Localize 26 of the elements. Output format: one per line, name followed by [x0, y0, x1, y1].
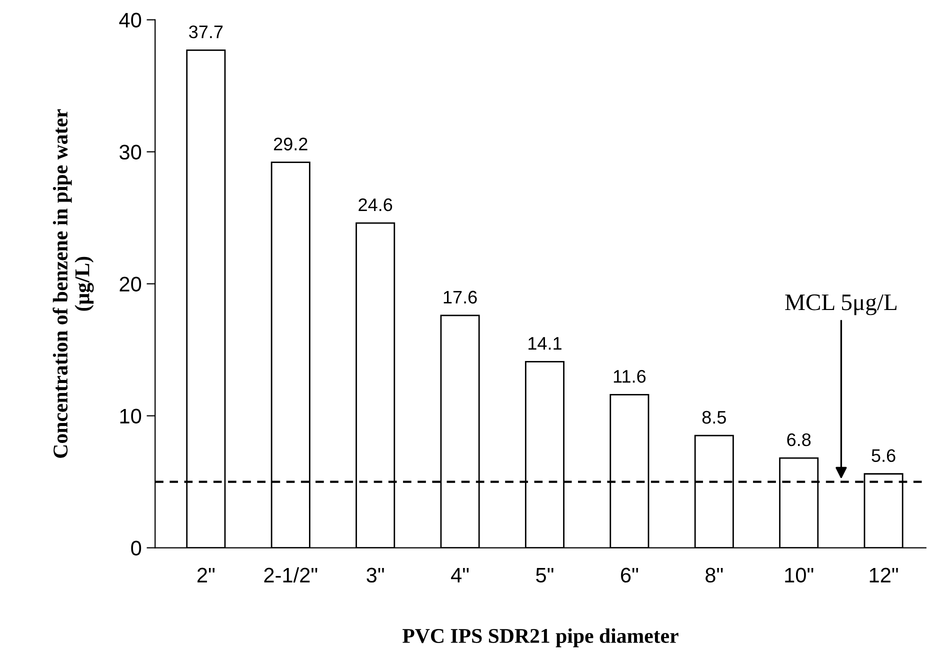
y-tick-label: 40 — [119, 12, 142, 28]
x-tick-label: 6" — [621, 568, 638, 583]
x-tick-label: 2-1/2" — [264, 567, 318, 583]
data-label: 8.5 — [702, 410, 726, 424]
data-label: 5.6 — [872, 449, 896, 462]
y-tick-label: 20 — [120, 276, 142, 292]
x-tick-label: 3" — [366, 568, 384, 583]
data-label: 37.7 — [189, 25, 223, 38]
x-tick-label: 8" — [706, 568, 723, 583]
x-tick-label: 2" — [197, 568, 215, 582]
y-tick-label: 0 — [131, 540, 142, 556]
data-label: 24.6 — [358, 198, 392, 212]
x-tick-label: 10" — [785, 568, 814, 583]
y-axis-title: Concentration of benzene in pipe water (μg/L) — [52, 109, 94, 458]
y-tick-label: 10 — [120, 408, 142, 424]
x-tick-label: 4" — [451, 568, 469, 582]
x-tick-label: 5" — [536, 568, 554, 583]
x-tick-label: 12" — [870, 568, 898, 582]
x-axis-title: PVC IPS SDR21 pipe diameter — [402, 628, 678, 648]
y-tick-label: 30 — [120, 144, 142, 160]
data-label: 11.6 — [614, 370, 646, 383]
data-label: 14.1 — [528, 337, 562, 350]
data-label: 29.2 — [274, 138, 308, 150]
ref-line-label: MCL 5μg/L — [785, 294, 896, 316]
data-label: 6.8 — [787, 433, 811, 446]
data-label: 17.6 — [444, 290, 477, 304]
